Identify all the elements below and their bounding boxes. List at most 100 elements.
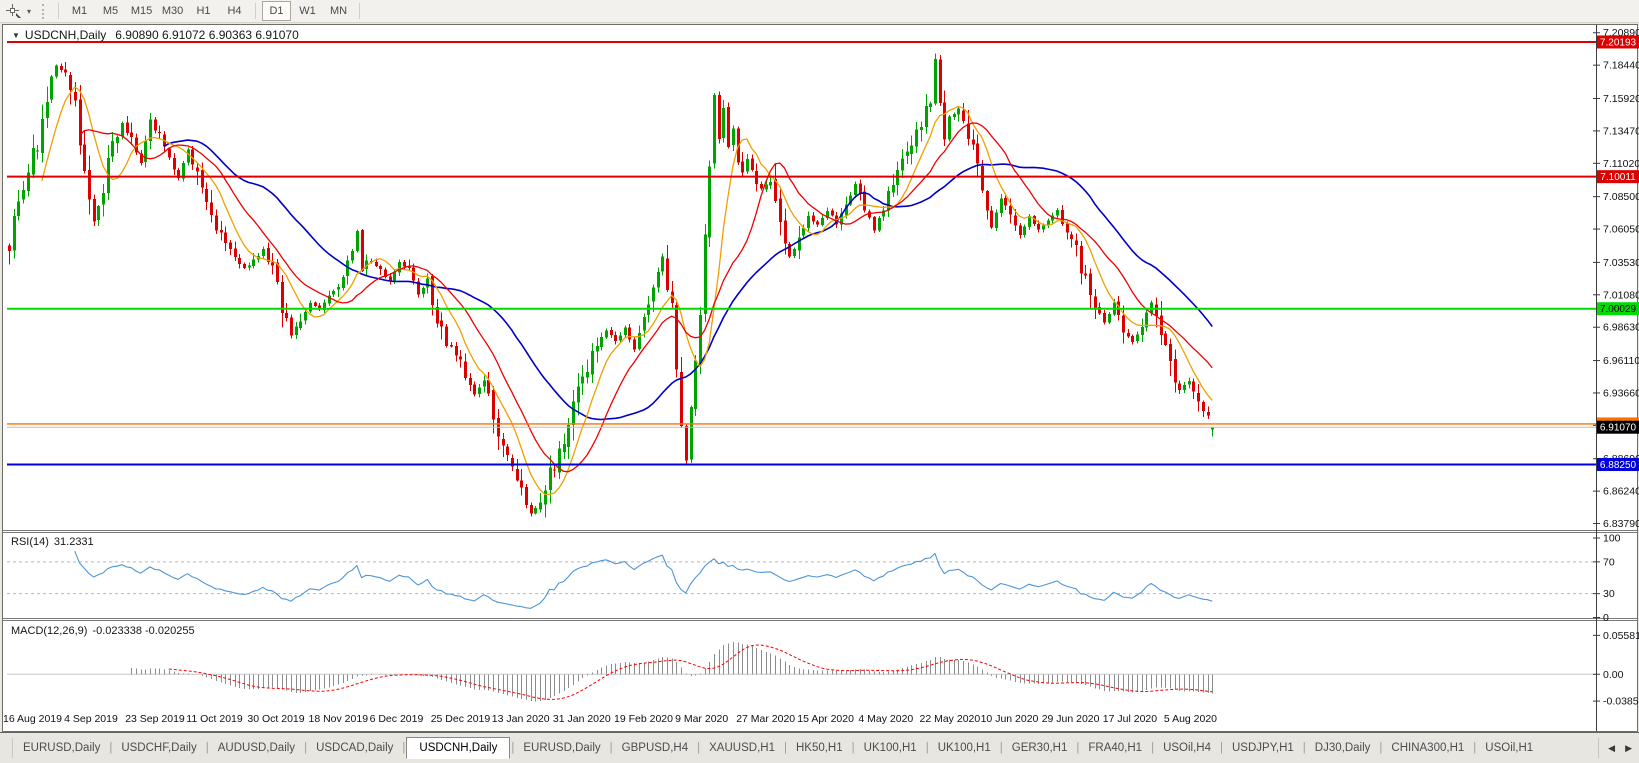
tab-scroll-right-icon[interactable]: ▶ (1625, 742, 1632, 753)
price-tick-label: 7.13470 (1603, 125, 1639, 137)
timeframe-button-m30[interactable]: M30 (161, 5, 184, 17)
price-badge: 7.20193 (1597, 35, 1639, 49)
price-tick-label: 7.03530 (1603, 257, 1639, 269)
date-tick-label: 27 Mar 2020 (736, 713, 795, 725)
moving-average-line-16 (79, 122, 1213, 473)
tab-separator: | (1220, 742, 1223, 754)
date-tick-label: 19 Feb 2020 (614, 713, 673, 725)
macd-name: MACD(12,26,9) (11, 625, 88, 637)
tab-separator: | (851, 742, 855, 754)
tab-separator: | (697, 742, 701, 754)
macd-signal-line (168, 644, 1213, 700)
date-tick-label: 23 Sep 2019 (125, 713, 185, 725)
tab-fra40-h1[interactable]: FRA40,H1 (1088, 742, 1143, 754)
horizontal-level-lines (7, 40, 1596, 466)
macd-tick-label: 0.05581 (1603, 630, 1639, 642)
date-tick-label: 4 May 2020 (858, 713, 913, 725)
moving-average-line-34 (163, 139, 1213, 421)
tab-usdjpy-h1[interactable]: USDJPY,H1 (1232, 742, 1294, 754)
timeframe-button-m1[interactable]: M1 (71, 5, 88, 17)
price-tick-label: 7.01080 (1603, 289, 1639, 301)
tab-separator: | (1151, 742, 1155, 754)
moving-average-line-8 (41, 86, 1213, 496)
tab-list: EURUSD,Daily | USDCHF,Daily | AUDUSD,Daily | U… (15, 733, 1598, 763)
rsi-line (74, 550, 1213, 609)
rsi-tick-label: 0 (1603, 612, 1609, 624)
tab-separator: | (511, 742, 515, 754)
date-tick-label: 30 Oct 2019 (247, 713, 304, 725)
timeframe-button-mn[interactable]: MN (329, 5, 348, 17)
tab-china300-h1[interactable]: CHINA300,H1 (1391, 742, 1465, 754)
toolbar-grip-handle[interactable] (42, 3, 47, 19)
timeframe-button-m15[interactable]: M15 (130, 5, 153, 17)
tab-scroll-controls: ◀ ▶ (1598, 738, 1637, 758)
timeframe-button-d1[interactable]: D1 (262, 1, 292, 21)
price-tick-label: 6.96110 (1603, 355, 1639, 367)
timeframe-button-h4[interactable]: H4 (227, 5, 242, 17)
toolbar-separator (255, 3, 257, 19)
svg-text:7.20193: 7.20193 (1600, 37, 1637, 48)
date-tick-label: 6 Dec 2019 (370, 713, 424, 725)
date-tick-label: 9 Mar 2020 (675, 713, 728, 725)
price-badge: 6.91070 (1597, 420, 1639, 434)
tab-uk100-h1[interactable]: UK100,H1 (937, 742, 991, 754)
price-tick-label: 7.15920 (1603, 93, 1639, 105)
date-tick-label: 22 May 2020 (920, 713, 981, 725)
timeframe-button-m5[interactable]: M5 (102, 5, 119, 17)
rsi-value: 31.2331 (53, 536, 94, 548)
date-tick-label: 13 Jan 2020 (492, 713, 550, 725)
macd-values: -0.023338 -0.020255 (92, 625, 195, 637)
tab-separator: | (304, 742, 308, 754)
date-tick-label: 15 Apr 2020 (797, 713, 854, 725)
rsi-indicator-label: RSI(14) 31.2331 (11, 536, 94, 548)
tab-uk100-h1[interactable]: UK100,H1 (863, 742, 917, 754)
tab-dj30-daily[interactable]: DJ30,Daily (1314, 742, 1371, 754)
tab-usdcad-daily[interactable]: USDCAD,Daily (316, 742, 394, 754)
macd-tick-label: 0.00 (1603, 669, 1624, 681)
rsi-tick-label: 70 (1603, 556, 1615, 568)
tab-hk50-h1[interactable]: HK50,H1 (795, 742, 843, 754)
chart-title-marker-icon[interactable]: ▼ (12, 31, 20, 40)
tab-eurusd-daily[interactable]: EURUSD,Daily (23, 742, 101, 754)
toolbar-separator (58, 3, 60, 19)
tab-separator: | (109, 742, 113, 754)
date-tick-label: 18 Nov 2019 (309, 713, 369, 725)
tab-separator: | (1379, 742, 1383, 754)
date-tick-label: 10 Jun 2020 (981, 713, 1039, 725)
tab-eurusd-daily[interactable]: EURUSD,Daily (523, 742, 601, 754)
tab-usoil-h4[interactable]: USOil,H4 (1163, 742, 1211, 754)
tab-gbpusd-h4[interactable]: GBPUSD,H4 (621, 742, 689, 754)
tab-ger30-h1[interactable]: GER30,H1 (1011, 742, 1068, 754)
chart-title-bar: ▼ USDCNH,Daily 6.90890 6.91072 6.90363 6.9… (12, 28, 299, 42)
price-tick-label: 6.93660 (1603, 387, 1639, 399)
crosshair-cursor-icon[interactable] (5, 3, 22, 19)
tab-separator: | (783, 742, 787, 754)
price-tick-label: 6.98630 (1603, 322, 1639, 334)
tabbar-corner (4, 738, 13, 758)
macd-histogram (131, 642, 1213, 702)
tab-scroll-left-icon[interactable]: ◀ (1608, 742, 1616, 753)
tab-separator: | (402, 742, 406, 754)
price-tick-label: 6.83790 (1603, 518, 1639, 530)
tab-usdchf-daily[interactable]: USDCHF,Daily (121, 742, 197, 754)
timeframe-button-w1[interactable]: W1 (299, 5, 316, 17)
tab-audusd-daily[interactable]: AUDUSD,Daily (217, 742, 296, 754)
toolbar-separator (359, 3, 361, 19)
tab-separator: | (1076, 742, 1080, 754)
tab-usoil-h1[interactable]: USOil,H1 (1485, 742, 1534, 754)
timeframe-button-h1[interactable]: H1 (196, 5, 211, 17)
svg-text:6.88250: 6.88250 (1600, 460, 1637, 471)
chart-window-frame (2, 24, 1638, 732)
price-badge: 7.00029 (1597, 302, 1639, 316)
chart-tab-bar: EURUSD,Daily | USDCHF,Daily | AUDUSD,Daily | U… (0, 732, 1639, 763)
date-tick-label: 5 Aug 2020 (1164, 713, 1217, 725)
price-tick-label: 7.11020 (1603, 158, 1639, 170)
chart-ohlc-values: 6.90890 6.91072 6.90363 6.91070 (115, 28, 299, 42)
chevron-down-icon[interactable]: ▾ (27, 6, 32, 16)
price-badge: 7.10011 (1597, 170, 1639, 184)
svg-text:7.00029: 7.00029 (1600, 304, 1637, 315)
date-tick-label: 31 Jan 2020 (553, 713, 611, 725)
tab-usdcnh-daily[interactable]: USDCNH,Daily (406, 737, 511, 759)
tab-xauusd-h1[interactable]: XAUUSD,H1 (709, 742, 775, 754)
